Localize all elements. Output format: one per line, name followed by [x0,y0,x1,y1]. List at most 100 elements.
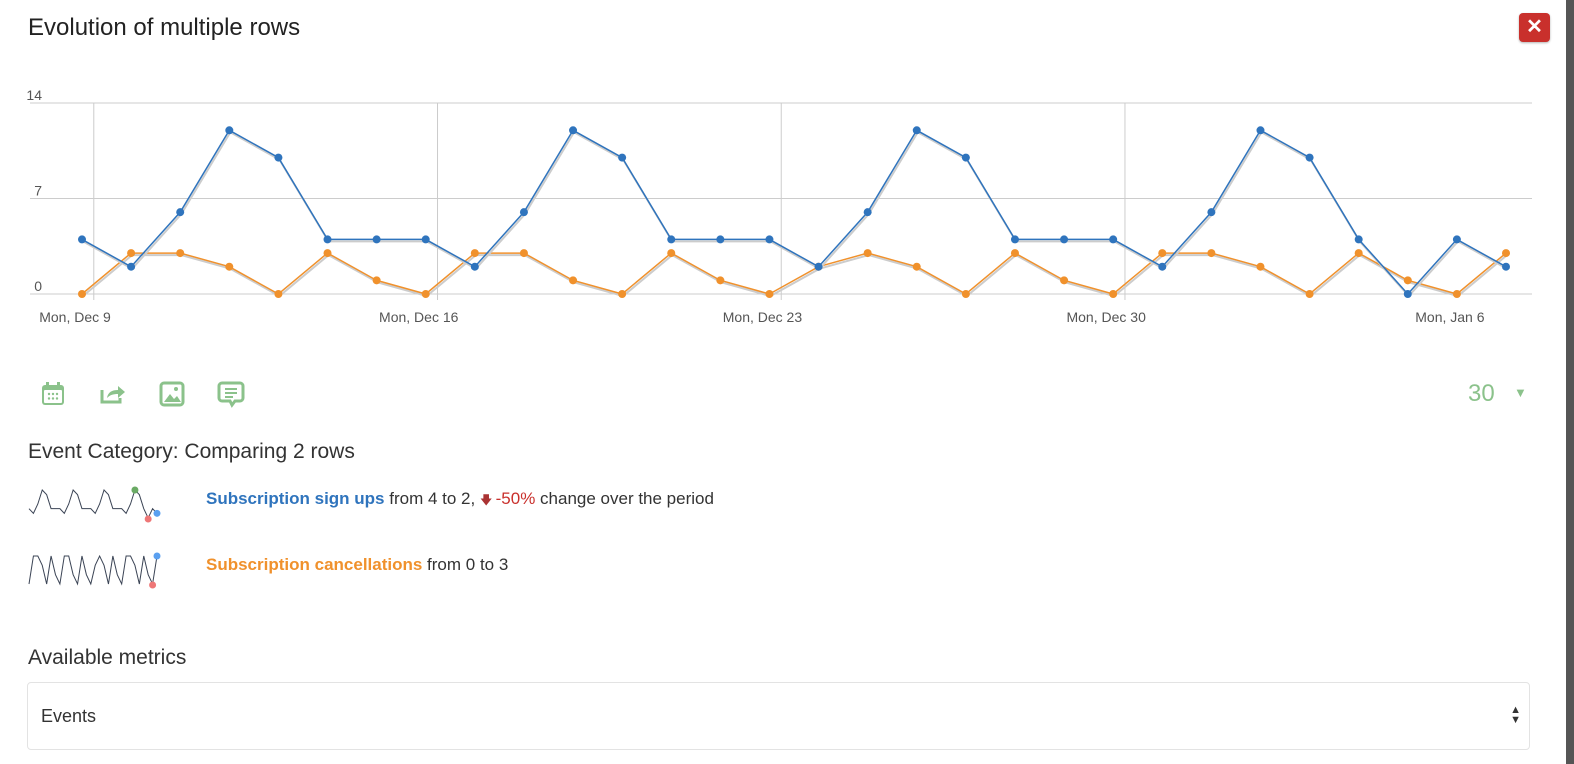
data-point[interactable] [1060,235,1069,244]
data-point[interactable] [1403,276,1412,285]
data-point[interactable] [421,235,430,244]
data-point[interactable] [912,126,921,135]
data-point[interactable] [863,208,872,217]
y-tick-label: 14 [26,87,42,103]
data-point[interactable] [1256,126,1265,135]
comparison-row-cancellations: Subscription cancellations from 0 to 3 [206,555,508,575]
data-point[interactable] [1109,235,1118,244]
series-line [81,252,1507,295]
data-point[interactable] [569,276,578,285]
data-point[interactable] [667,235,676,244]
data-point[interactable] [618,153,627,162]
data-point[interactable] [1158,249,1167,258]
data-point[interactable] [765,290,774,298]
data-point[interactable] [176,208,185,217]
limit-dropdown-arrow-icon[interactable]: ▼ [1514,385,1527,400]
data-point[interactable] [519,208,528,217]
data-point[interactable] [716,276,725,285]
data-point[interactable] [127,249,136,258]
data-point[interactable] [814,262,823,271]
series-line [81,129,1507,296]
x-tick-label: Mon, Jan 6 [1415,309,1484,325]
data-point[interactable] [667,249,676,258]
x-tick-label: Mon, Dec 9 [39,309,111,325]
data-point[interactable] [1305,290,1314,298]
data-point[interactable] [1010,249,1019,258]
data-point[interactable] [1109,290,1118,298]
annotation-icon[interactable] [217,380,245,408]
data-point[interactable] [1158,262,1167,271]
available-metrics-label: Available metrics [28,646,187,669]
data-point[interactable] [78,290,86,298]
sparkline-path [28,554,158,586]
data-point[interactable] [225,126,234,135]
series-shadow [82,253,1508,298]
data-point[interactable] [470,249,479,258]
data-point[interactable] [519,249,528,258]
row-label[interactable]: Subscription sign ups [206,489,385,508]
data-point[interactable] [618,290,627,298]
data-point[interactable] [176,249,185,258]
data-point[interactable] [274,290,283,298]
change-value: -50% [495,489,536,508]
sparkline-cancellations [28,552,161,589]
row-suffix: change over the period [535,489,714,508]
data-point[interactable] [1060,276,1069,285]
data-point[interactable] [1207,249,1216,258]
comparison-row-sign-ups: Subscription sign ups from 4 to 2, 🡇 -50… [206,489,714,512]
evolution-chart: 0 7 14 Mon, Dec 9 Mon, Dec 16 Mon, Dec 23 Mon… [26,87,1532,325]
data-point[interactable] [1403,290,1412,298]
row-text: from 4 to 2, [384,489,480,508]
sparkline-min-dot [149,581,157,589]
image-icon[interactable] [158,380,186,408]
data-point[interactable] [863,249,872,258]
y-tick-label: 7 [34,183,42,199]
limit-selector[interactable]: 30 [1468,380,1495,407]
data-point[interactable] [1502,249,1510,258]
data-point[interactable] [372,235,381,244]
metrics-select[interactable]: Events ▲ ▼ [27,682,1530,750]
sparkline-last-dot [153,552,161,560]
dialog-title: Evolution of multiple rows [28,14,301,41]
sparkline-sign-ups [28,486,161,523]
metrics-selected-value: Events [41,706,97,726]
data-point[interactable] [1354,235,1363,244]
data-point[interactable] [1452,235,1461,244]
sparkline-path [28,489,158,520]
data-point[interactable] [1305,153,1314,162]
data-point[interactable] [323,235,332,244]
data-point[interactable] [1010,235,1019,244]
data-point[interactable] [1452,290,1461,298]
data-point[interactable] [961,153,970,162]
data-point[interactable] [127,262,136,271]
data-point[interactable] [765,235,774,244]
data-point[interactable] [1502,262,1510,271]
close-button[interactable]: ✕ [1519,13,1550,42]
data-point[interactable] [323,249,332,258]
data-point[interactable] [569,126,578,135]
data-point[interactable] [912,262,921,271]
data-point[interactable] [716,235,725,244]
data-point[interactable] [1207,208,1216,217]
calendar-icon[interactable] [39,380,67,408]
data-point[interactable] [78,235,86,244]
data-point[interactable] [372,276,381,285]
data-point[interactable] [961,290,970,298]
x-tick-label: Mon, Dec 23 [723,309,803,325]
data-point[interactable] [470,262,479,271]
series-shadow [82,130,1508,298]
row-label[interactable]: Subscription cancellations [206,555,423,574]
sparkline-max-dot [131,486,139,494]
arrow-down-icon: 🡇 [479,493,496,507]
y-tick-label: 0 [34,278,42,294]
x-tick-label: Mon, Dec 30 [1066,309,1146,325]
export-icon[interactable] [99,380,127,408]
row-text: from 0 to 3 [422,555,509,574]
data-point[interactable] [421,290,430,298]
data-point[interactable] [1256,262,1265,271]
sparkline-min-dot [144,515,152,523]
x-tick-label: Mon, Dec 16 [379,309,459,325]
data-point[interactable] [225,262,234,271]
data-point[interactable] [1354,249,1363,258]
data-point[interactable] [274,153,283,162]
